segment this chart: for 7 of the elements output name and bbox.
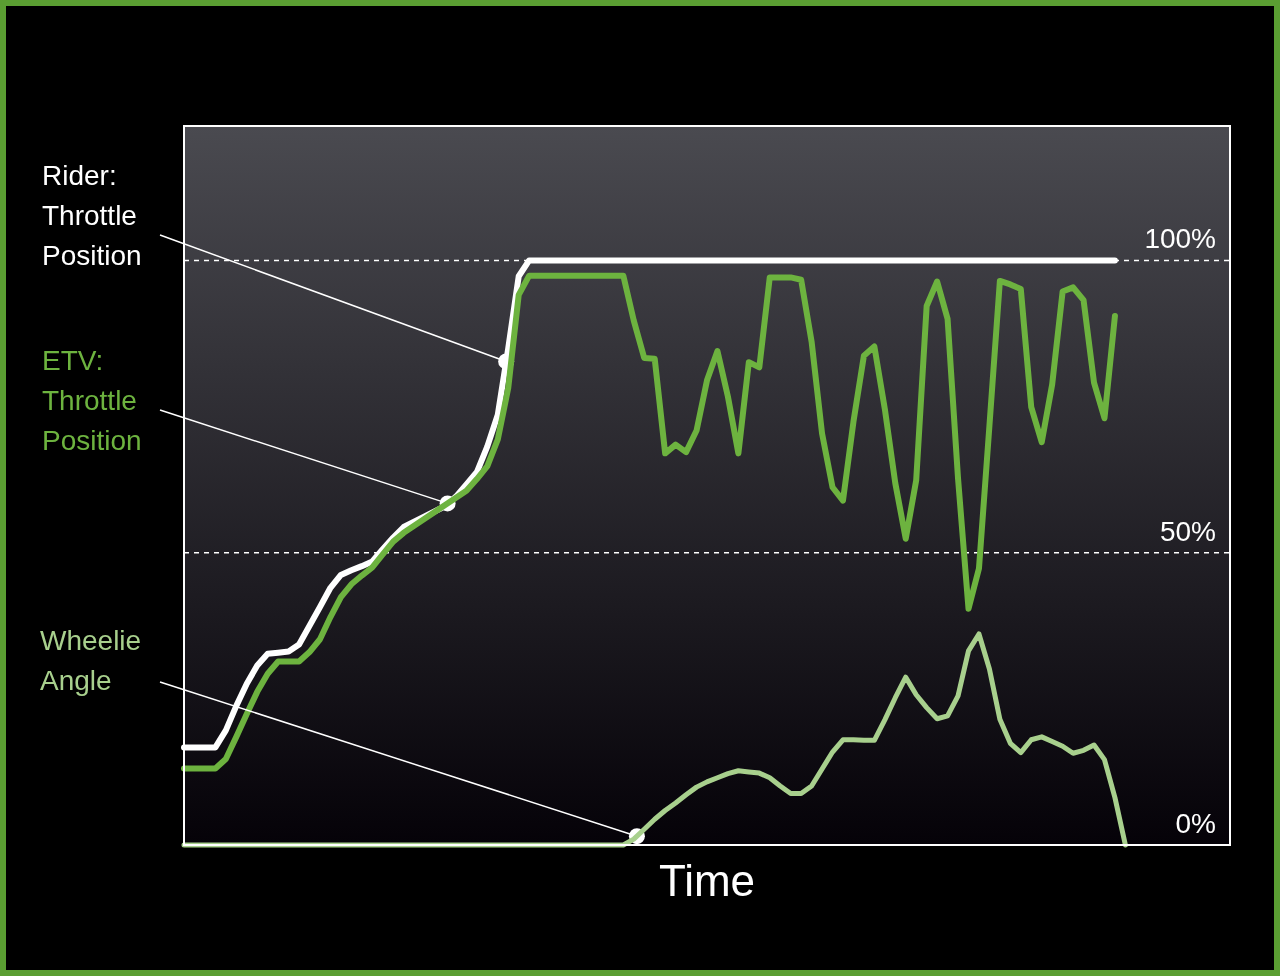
text: ETV: Throttle Position [42,345,142,456]
text: Rider: Throttle Position [42,160,142,271]
x-axis-title: Time [658,856,756,905]
y-tick-label: 50% [1159,515,1216,547]
y-tick-label: 0% [1175,808,1216,839]
y-tick-label: 100% [1144,223,1216,255]
text: Wheelie Angle [40,625,142,696]
